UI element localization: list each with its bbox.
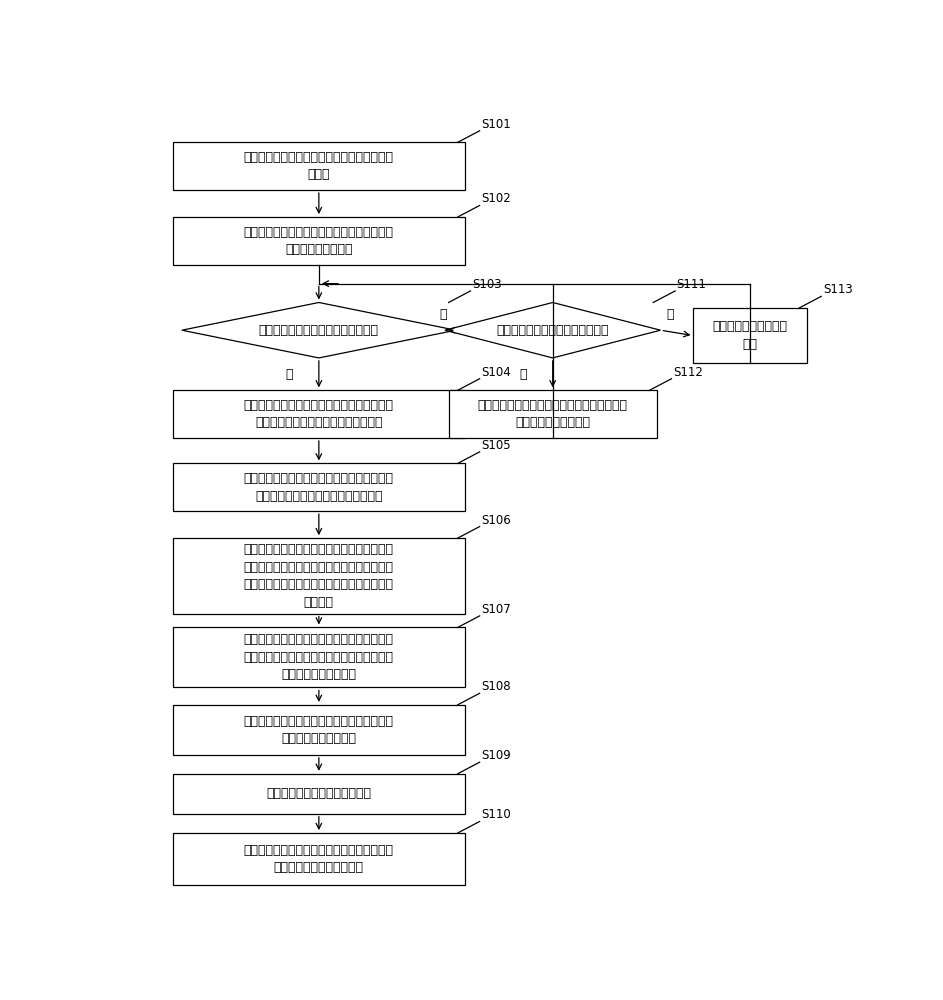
Text: S110: S110 xyxy=(481,808,511,821)
Text: 比较第一数値和第二数値，并从第一数値和第
二数値中选取目标数値: 比较第一数値和第二数値，并从第一数値和第 二数値中选取目标数値 xyxy=(244,715,394,745)
Text: S101: S101 xyxy=(481,118,511,131)
Text: S111: S111 xyxy=(676,278,706,291)
Polygon shape xyxy=(445,302,660,358)
Text: S105: S105 xyxy=(481,439,511,452)
Text: S113: S113 xyxy=(822,283,852,296)
Text: 将当前时间节点的分配容量、分配容量的变化
量、预设预留容量、预设时长、增长容量、以
及超卖比，代入到预设第一公式中，计算得到
第一数値: 将当前时间节点的分配容量、分配容量的变化 量、预设预留容量、预设时长、增长容量、… xyxy=(244,543,394,609)
Bar xyxy=(173,390,465,438)
Text: 对分布式存储进行数据
均衡: 对分布式存储进行数据 均衡 xyxy=(713,320,787,351)
Bar xyxy=(173,833,465,885)
Text: S109: S109 xyxy=(481,749,511,762)
Bar xyxy=(173,627,465,687)
Text: 对分布式存储进行容量初始化，得到分布式存
储对外提供的总容量: 对分布式存储进行容量初始化，得到分布式存 储对外提供的总容量 xyxy=(244,226,394,256)
Text: 计算差値与第四数値的比値，得到新的时间节
点所需来购存储设备的数量: 计算差値与第四数値的比値，得到新的时间节 点所需来购存储设备的数量 xyxy=(244,844,394,874)
Text: 将当前时间节点的使用容量、使用容量的变化
量、以及使用率容忍度，代入到预设第二公式
中，计算得到第二数値: 将当前时间节点的使用容量、使用容量的变化 量、以及使用率容忍度，代入到预设第二公… xyxy=(244,633,394,681)
Text: S112: S112 xyxy=(673,366,703,379)
Bar xyxy=(173,463,465,511)
Polygon shape xyxy=(182,302,455,358)
Text: 是: 是 xyxy=(520,368,527,381)
Text: 判断当前时间是否进入新的时间节点: 判断当前时间是否进入新的时间节点 xyxy=(258,324,379,337)
Bar xyxy=(173,217,465,265)
Text: S103: S103 xyxy=(472,278,502,291)
Text: S107: S107 xyxy=(481,603,511,616)
Bar xyxy=(693,308,806,363)
Text: 将当前时间节点的使用容量，输入至第二预测
模型中，得到第二预测模型的输出结果: 将当前时间节点的使用容量，输入至第二预测 模型中，得到第二预测模型的输出结果 xyxy=(244,472,394,503)
Bar xyxy=(173,705,465,755)
Text: 是: 是 xyxy=(286,368,293,381)
Bar xyxy=(173,538,465,614)
Text: 否: 否 xyxy=(666,308,673,321)
Bar xyxy=(449,390,657,438)
Text: 判断分布式存储中的数据是否均衡: 判断分布式存储中的数据是否均衡 xyxy=(496,324,609,337)
Text: 部署一个资源池，得到单个资源池对外提供的
总容量: 部署一个资源池，得到单个资源池对外提供的 总容量 xyxy=(244,151,394,181)
Text: 将当前时间节点的分配容量，输入至第一预测
模型中，得到第一预测模型的输出结果: 将当前时间节点的分配容量，输入至第一预测 模型中，得到第一预测模型的输出结果 xyxy=(244,399,394,429)
Text: S102: S102 xyxy=(481,192,511,205)
Text: 按照预设时间间隔，定期巡检物理层与逻辑层
路由环之间的映射关系: 按照预设时间间隔，定期巡检物理层与逻辑层 路由环之间的映射关系 xyxy=(478,399,628,429)
Text: S108: S108 xyxy=(481,680,511,693)
Bar xyxy=(173,774,465,814)
Text: 计算目标数値与第三数値的差値: 计算目标数値与第三数値的差値 xyxy=(266,787,372,800)
Text: S106: S106 xyxy=(481,514,511,527)
Text: S104: S104 xyxy=(481,366,511,379)
Bar xyxy=(173,142,465,190)
Text: 否: 否 xyxy=(439,308,447,321)
